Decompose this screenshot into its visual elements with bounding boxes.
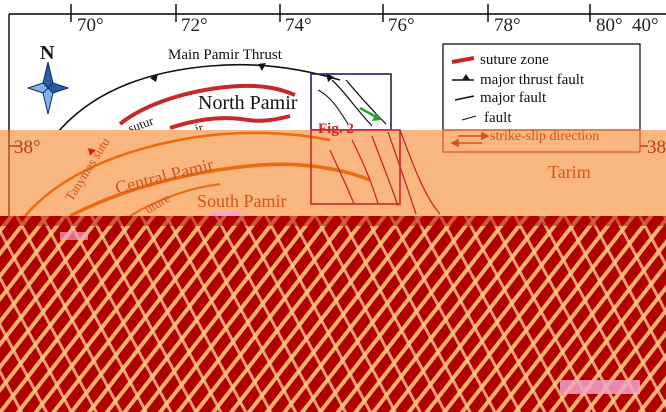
north-pamir-label: North Pamir: [198, 92, 298, 114]
pink-patch-band: [212, 212, 242, 216]
lon-tick-70: 70°: [77, 15, 104, 36]
legend-strike-slip-row: [442, 129, 641, 153]
lon-tick-40: 40°: [632, 15, 659, 36]
lon-tick-80: 80°: [596, 15, 623, 36]
north-arrow-icon: [26, 61, 70, 115]
inset-fault-3: [345, 79, 387, 125]
northern-suture-line: [118, 83, 296, 126]
south-pamir-label: South Pamir: [197, 191, 287, 211]
legend-major-fault: major fault: [480, 90, 547, 106]
lon-tick-72: 72°: [181, 15, 208, 36]
lower-geology-overlay: [0, 216, 666, 412]
legend: suture zone major thrust fault major fau…: [442, 43, 641, 131]
main-pamir-thrust-label: Main Pamir Thrust: [168, 47, 283, 63]
legend-major-fault-swatch: [454, 95, 475, 101]
central-pamir-fault-line: [69, 162, 371, 218]
longitude-tick-marks: [70, 4, 591, 22]
legend-suture-swatch: [451, 56, 475, 64]
tanymas-suture-line-upper: [169, 114, 291, 130]
north-label: N: [40, 42, 55, 64]
strike-slip-arrowhead-icon: [372, 113, 382, 121]
legend-strike-slip-direction: strike-slip direction: [490, 129, 599, 144]
orange-band: [0, 130, 666, 216]
lon-tick-74: 74°: [285, 15, 312, 36]
pink-patch-lower-left: [60, 232, 88, 240]
fig2-label: Fig. 2: [318, 121, 354, 137]
inset-fault-2: [331, 79, 373, 127]
pink-patch-lower: [560, 380, 640, 394]
inset-faults-lower: [329, 129, 441, 215]
legend-major-thrust-fault: major thrust fault: [480, 72, 585, 88]
lon-tick-78: 78°: [494, 15, 521, 36]
inset-fault-1: [317, 89, 349, 125]
legend-fault-swatch: [461, 115, 477, 121]
thrust-teeth: [150, 63, 334, 82]
tanymas-suture-line-band: [24, 131, 331, 217]
lat-label-right: 38: [647, 137, 666, 158]
suture-fragment-2: ir: [194, 119, 206, 135]
band-thrust-tooth-icon: [88, 148, 96, 156]
main-pamir-thrust-line: [57, 64, 341, 133]
south-suture-line: [129, 183, 221, 217]
strike-slip-legend-icon: [450, 131, 490, 148]
legend-suture-zone: suture zone: [480, 52, 549, 68]
lower-region-top-shade: [0, 216, 666, 226]
lon-tick-76: 76°: [388, 15, 415, 36]
legend-fault: fault: [484, 110, 512, 126]
lat-label-left: 38°: [14, 137, 41, 158]
tarim-label: Tarim: [548, 162, 591, 182]
legend-thrust-tooth-icon: [462, 74, 470, 80]
